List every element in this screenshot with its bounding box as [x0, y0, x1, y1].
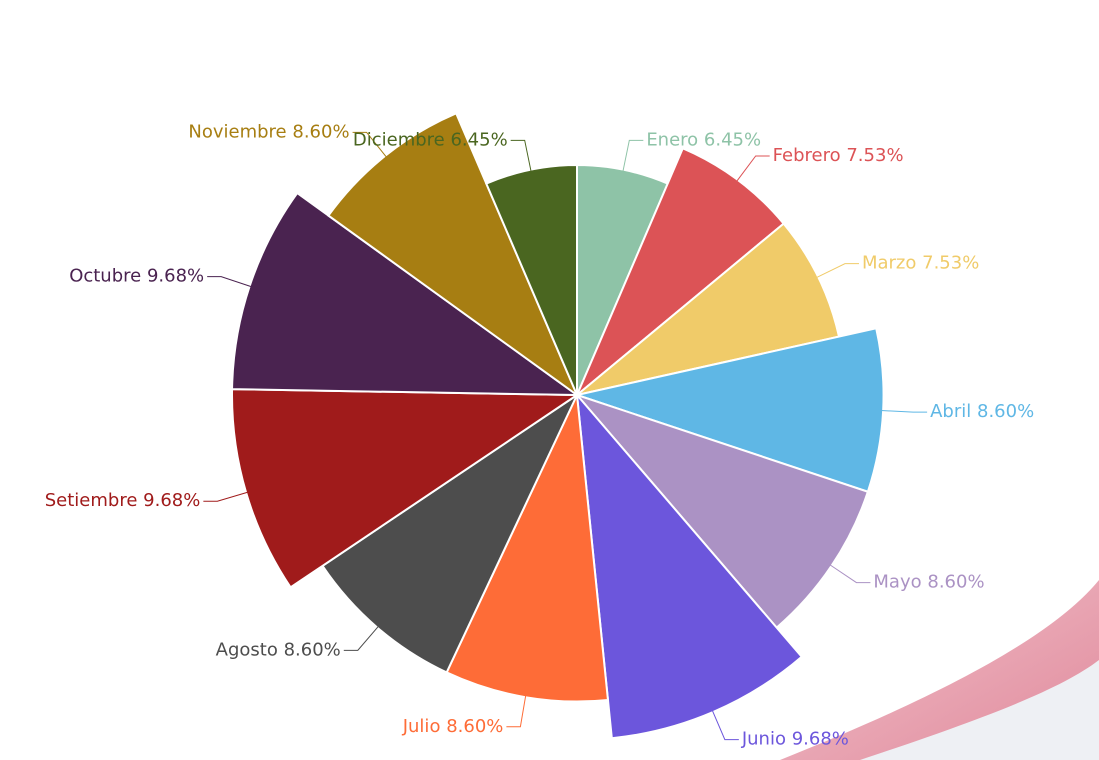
slice-label: Marzo 7.53%	[862, 253, 979, 274]
leader-line	[736, 155, 770, 182]
label-category: Octubre	[69, 266, 141, 287]
label-value: 9.68%	[792, 729, 849, 750]
slice-label: Abril 8.60%	[930, 401, 1034, 422]
label-value: 8.60%	[446, 716, 503, 737]
slices	[231, 111, 885, 740]
slice-label: Julio 8.60%	[402, 716, 504, 737]
leader-line	[622, 139, 644, 172]
label-category: Setiembre	[45, 490, 138, 511]
label-category: Julio	[402, 716, 441, 737]
labels: Enero 6.45%Febrero 7.53%Marzo 7.53%Abril…	[45, 121, 1034, 749]
label-value: 7.53%	[922, 253, 979, 274]
label-value: 6.45%	[450, 129, 507, 150]
slice-label: Febrero 7.53%	[773, 145, 904, 166]
slice-label: Junio 9.68%	[741, 729, 849, 750]
label-value: 7.53%	[846, 145, 903, 166]
leader-line	[343, 625, 380, 651]
leader-line	[352, 131, 387, 158]
leader-line	[816, 263, 859, 279]
label-category: Marzo	[862, 253, 916, 274]
label-category: Junio	[741, 729, 786, 750]
label-category: Enero	[646, 129, 698, 150]
label-category: Agosto	[216, 639, 278, 660]
decor-swoosh-light	[860, 660, 1099, 760]
slice-label: Setiembre 9.68%	[45, 490, 201, 511]
leader-line	[510, 139, 532, 172]
label-value: 6.45%	[704, 129, 761, 150]
slice-label: Noviembre 8.60%	[188, 121, 349, 142]
leader-line	[881, 409, 928, 413]
label-value: 8.60%	[292, 121, 349, 142]
leader-line	[506, 695, 527, 728]
leader-line	[207, 276, 252, 288]
label-category: Febrero	[773, 145, 841, 166]
label-value: 9.68%	[147, 266, 204, 287]
label-category: Mayo	[873, 572, 921, 593]
label-category: Noviembre	[188, 121, 286, 142]
label-category: Diciembre	[353, 129, 445, 150]
leader-line	[829, 564, 871, 584]
label-value: 9.68%	[143, 490, 200, 511]
slice-label: Mayo 8.60%	[873, 572, 984, 593]
label-category: Abril	[930, 401, 971, 422]
label-value: 8.60%	[927, 572, 984, 593]
slice-label: Diciembre 6.45%	[353, 129, 508, 150]
slice-label: Agosto 8.60%	[216, 639, 341, 660]
leader-line	[711, 710, 739, 741]
slice-label: Enero 6.45%	[646, 129, 761, 150]
leader-line	[203, 491, 249, 502]
slice-label: Octubre 9.68%	[69, 266, 204, 287]
label-value: 8.60%	[977, 401, 1034, 422]
label-value: 8.60%	[284, 639, 341, 660]
